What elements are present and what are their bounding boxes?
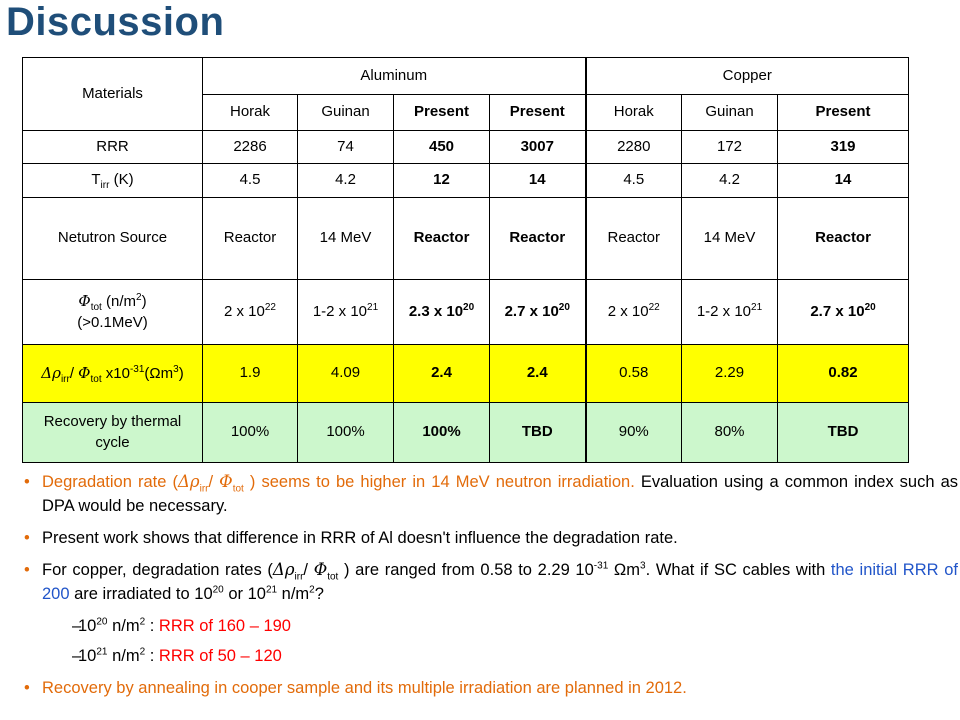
table-cell: 3007	[489, 130, 587, 164]
dash-icon: –	[72, 647, 82, 665]
table-cell: 0.58	[585, 344, 682, 403]
materials-header: Materials	[22, 57, 203, 131]
page-title: Discussion	[6, 0, 225, 44]
table-cell: 2.3 x 1020	[393, 279, 490, 345]
bullet-copper: • For copper, degradation rates (Δρirr/ …	[24, 560, 958, 603]
copper-header: Copper	[584, 57, 910, 95]
sub-header: Present	[776, 94, 910, 131]
comparison-table: Materials Aluminum Copper Horak Guinan P…	[22, 57, 910, 463]
sub-header: Guinan	[297, 94, 394, 131]
table-cell: 319	[776, 130, 910, 164]
table-cell: 2.4	[393, 344, 490, 403]
dash-icon: –	[72, 617, 82, 635]
table-cell: 450	[393, 130, 490, 164]
bullet-recovery-plan: • Recovery by annealing in cooper sample…	[18, 676, 958, 700]
table-cell: 4.09	[297, 344, 394, 403]
table-cell: 14 MeV	[297, 197, 394, 280]
sub-header: Guinan	[681, 94, 778, 131]
row-label: RRR	[22, 130, 203, 164]
table-cell: 4.5	[202, 163, 298, 198]
table-cell: 14 MeV	[681, 197, 778, 280]
table-cell: 2.29	[681, 344, 778, 403]
table-cell: TBD	[489, 402, 587, 463]
sub-bullet-1e20: – 1020 n/m2 : RRR of 160 – 190	[18, 614, 958, 638]
table-cell: 4.2	[681, 163, 778, 198]
table-cell: 1-2 x 1021	[681, 279, 778, 345]
tirr-row: Tirr (K) 4.5 4.2 12 14 4.5 4.2 14	[22, 163, 910, 198]
row-label: Δρirr/ Φtot x10-31(Ωm3)	[22, 344, 203, 403]
row-label: Netutron Source	[22, 197, 203, 280]
table-cell: Reactor	[393, 197, 490, 280]
rrr-row: RRR 2286 74 450 3007 2280 172 319	[22, 130, 910, 164]
table-cell: 172	[681, 130, 778, 164]
table-cell: 4.2	[297, 163, 394, 198]
bullet-icon: •	[24, 473, 30, 491]
source-row: Netutron Source Reactor 14 MeV Reactor R…	[22, 197, 910, 280]
table-cell: 14	[489, 163, 587, 198]
table-cell: 90%	[585, 402, 682, 463]
table-cell: 2 x 1022	[202, 279, 298, 345]
table-cell: 2.7 x 1020	[489, 279, 587, 345]
sub-header: Present	[489, 94, 587, 131]
table-cell: 14	[776, 163, 910, 198]
row-label: Φtot (n/m2) (>0.1MeV)	[22, 279, 203, 345]
sub-bullet-1e21: – 1021 n/m2 : RRR of 50 – 120	[18, 644, 958, 668]
bullet-icon: •	[24, 561, 30, 579]
discussion-bullets: • Degradation rate (Δρirr/ Φtot ) seems …	[18, 470, 958, 708]
table-cell: 74	[297, 130, 394, 164]
table-cell: 1.9	[202, 344, 298, 403]
bullet-degradation-rate: • Degradation rate (Δρirr/ Φtot ) seems …	[24, 472, 959, 515]
row-label: Recovery by thermal cycle	[22, 402, 203, 463]
table-cell: 1-2 x 1021	[297, 279, 394, 345]
table-cell: Reactor	[776, 197, 910, 280]
table-cell: 100%	[202, 402, 298, 463]
table-cell: 2280	[585, 130, 682, 164]
table-cell: 100%	[393, 402, 490, 463]
table-cell: TBD	[776, 402, 910, 463]
table-cell: 4.5	[585, 163, 682, 198]
recovery-row: Recovery by thermal cycle 100% 100% 100%…	[22, 402, 910, 463]
bullet-rrr-al: • Present work shows that difference in …	[18, 526, 958, 550]
fluence-row: Φtot (n/m2) (>0.1MeV) 2 x 1022 1-2 x 1021…	[22, 279, 910, 345]
table-cell: 0.82	[776, 344, 910, 403]
table-cell: 2.7 x 1020	[776, 279, 910, 345]
aluminum-header: Aluminum	[202, 57, 587, 95]
sub-header: Horak	[585, 94, 682, 131]
table-cell: 12	[393, 163, 490, 198]
table-cell: 2.4	[489, 344, 587, 403]
table-cell: Reactor	[585, 197, 682, 280]
table-cell: 2 x 1022	[585, 279, 682, 345]
table-cell: 2286	[202, 130, 298, 164]
bullet-icon: •	[24, 679, 30, 697]
table-cell: Reactor	[489, 197, 587, 280]
table-cell: Reactor	[202, 197, 298, 280]
table-cell: 100%	[297, 402, 394, 463]
bullet-icon: •	[24, 529, 30, 547]
sub-header: Horak	[202, 94, 298, 131]
table-cell: 80%	[681, 402, 778, 463]
degradation-rate-row: Δρirr/ Φtot x10-31(Ωm3) 1.9 4.09 2.4 2.4…	[22, 344, 910, 403]
sub-header: Present	[393, 94, 490, 131]
row-label: Tirr (K)	[22, 163, 203, 198]
